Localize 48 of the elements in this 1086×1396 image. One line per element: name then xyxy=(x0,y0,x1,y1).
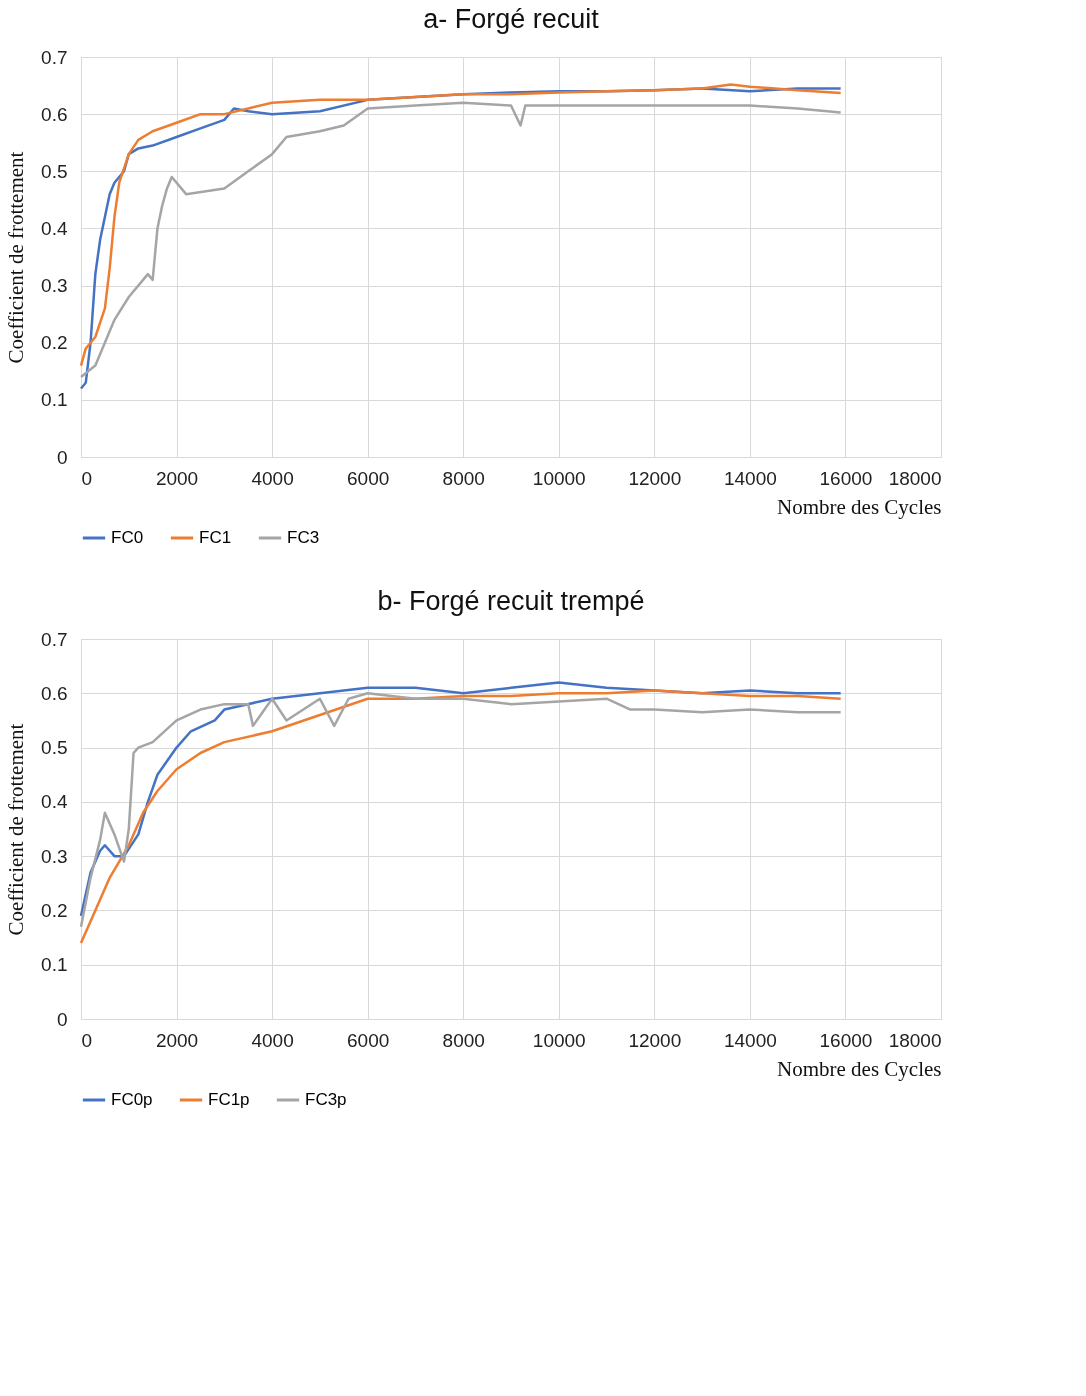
x-tick-label: 14000 xyxy=(723,467,777,489)
x-tick-label: 0 xyxy=(81,467,93,489)
x-tick-label: 16000 xyxy=(819,1029,873,1051)
legend-label: FC3 xyxy=(287,528,320,547)
y-tick-label: 0.7 xyxy=(41,628,68,650)
x-tick-label: 6000 xyxy=(347,1029,390,1051)
y-tick-label: 0.6 xyxy=(41,103,68,125)
x-tick-label: 8000 xyxy=(442,1029,485,1051)
y-tick-label: 0 xyxy=(56,446,68,468)
legend-label: FC3p xyxy=(305,1090,347,1109)
legend-label: FC1 xyxy=(199,528,232,547)
x-tick-label: 12000 xyxy=(628,467,682,489)
y-tick-label: 0.1 xyxy=(41,954,68,976)
y-tick-label: 0 xyxy=(56,1008,68,1030)
x-tick-label: 2000 xyxy=(155,467,199,489)
x-tick-label: 2000 xyxy=(155,1029,199,1051)
y-tick-label: 0.7 xyxy=(41,46,68,68)
x-tick-label: 18000 xyxy=(888,1029,942,1051)
y-axis-title: Coefficient de frottement xyxy=(4,723,29,936)
legend-label: FC0 xyxy=(111,528,144,547)
chart-title: a- Forgé recuit xyxy=(423,4,600,34)
x-axis-title: Nombre des Cycles xyxy=(777,494,942,519)
y-tick-label: 0.4 xyxy=(41,217,68,239)
chart-title: b- Forgé recuit trempé xyxy=(377,586,645,616)
y-tick-label: 0.2 xyxy=(41,899,68,921)
legend-label: FC1p xyxy=(208,1090,250,1109)
x-tick-label: 10000 xyxy=(532,467,586,489)
y-tick-label: 0.3 xyxy=(41,845,68,867)
y-tick-label: 0.1 xyxy=(41,389,68,411)
x-tick-label: 14000 xyxy=(723,1029,777,1051)
x-tick-label: 10000 xyxy=(532,1029,586,1051)
y-tick-label: 0.5 xyxy=(41,737,68,759)
legend-label: FC0p xyxy=(111,1090,153,1109)
y-tick-label: 0.2 xyxy=(41,332,68,354)
y-tick-label: 0.6 xyxy=(41,682,68,704)
x-tick-label: 6000 xyxy=(347,467,390,489)
x-tick-label: 4000 xyxy=(251,467,294,489)
x-tick-label: 8000 xyxy=(442,467,485,489)
x-tick-label: 0 xyxy=(81,1029,93,1051)
y-axis-title: Coefficient de frottement xyxy=(4,151,29,364)
x-tick-label: 12000 xyxy=(628,1029,682,1051)
x-tick-label: 18000 xyxy=(888,467,942,489)
x-tick-label: 4000 xyxy=(251,1029,294,1051)
x-tick-label: 16000 xyxy=(819,467,873,489)
y-tick-label: 0.5 xyxy=(41,160,68,182)
x-axis-title: Nombre des Cycles xyxy=(777,1056,942,1081)
y-tick-label: 0.3 xyxy=(41,275,68,297)
y-tick-label: 0.4 xyxy=(41,791,68,813)
